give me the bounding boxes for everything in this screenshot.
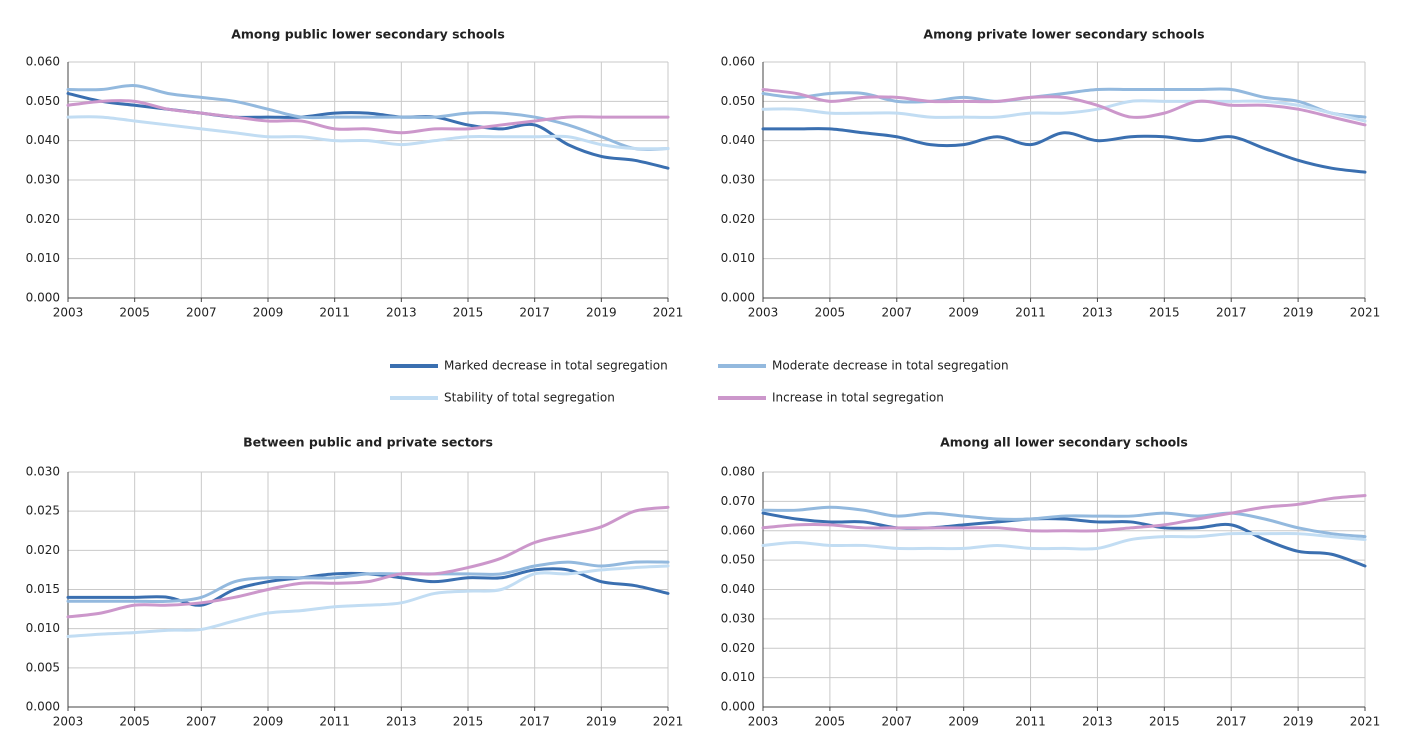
x-tick-label: 2005 bbox=[815, 715, 846, 729]
legend-item: Moderate decrease in total segregation bbox=[718, 359, 1009, 373]
x-tick-label: 2013 bbox=[1082, 306, 1113, 320]
x-tick-label: 2021 bbox=[653, 306, 684, 320]
series-line bbox=[66, 115, 670, 151]
y-tick-label: 0.000 bbox=[721, 700, 755, 714]
x-tick-label: 2021 bbox=[653, 715, 684, 729]
series-line bbox=[761, 127, 1367, 174]
x-tick-label: 2007 bbox=[186, 306, 217, 320]
x-tick-label: 2013 bbox=[1082, 715, 1113, 729]
y-tick-label: 0.060 bbox=[721, 55, 755, 69]
y-tick-label: 0.040 bbox=[26, 133, 60, 147]
series-line bbox=[66, 564, 670, 638]
series-line bbox=[761, 505, 1367, 539]
y-tick-label: 0.050 bbox=[721, 553, 755, 567]
x-tick-label: 2009 bbox=[948, 306, 979, 320]
chart-title: Among public lower secondary schools bbox=[231, 27, 505, 42]
y-tick-label: 0.050 bbox=[721, 94, 755, 108]
x-tick-label: 2005 bbox=[119, 306, 150, 320]
y-tick-label: 0.010 bbox=[721, 251, 755, 265]
y-tick-label: 0.020 bbox=[721, 641, 755, 655]
x-tick-label: 2017 bbox=[1216, 715, 1247, 729]
x-tick-label: 2015 bbox=[1149, 306, 1180, 320]
x-tick-label: 2015 bbox=[1149, 715, 1180, 729]
x-tick-label: 2013 bbox=[386, 715, 417, 729]
chart-title: Among private lower secondary schools bbox=[923, 27, 1204, 42]
y-tick-label: 0.020 bbox=[26, 543, 60, 557]
x-tick-label: 2009 bbox=[253, 306, 284, 320]
x-tick-label: 2015 bbox=[453, 715, 484, 729]
y-tick-label: 0.040 bbox=[721, 133, 755, 147]
y-tick-label: 0.060 bbox=[26, 55, 60, 69]
series-line bbox=[761, 88, 1367, 127]
series-line bbox=[761, 511, 1367, 568]
y-tick-label: 0.000 bbox=[26, 291, 60, 305]
series-line bbox=[66, 560, 670, 604]
y-tick-label: 0.025 bbox=[26, 504, 60, 518]
x-tick-label: 2003 bbox=[748, 306, 779, 320]
x-tick-label: 2017 bbox=[1216, 306, 1247, 320]
y-tick-label: 0.010 bbox=[26, 251, 60, 265]
legend-item: Marked decrease in total segregation bbox=[390, 359, 668, 373]
y-tick-label: 0.030 bbox=[721, 611, 755, 625]
x-tick-label: 2003 bbox=[748, 715, 779, 729]
x-tick-label: 2021 bbox=[1350, 306, 1381, 320]
x-tick-label: 2019 bbox=[1283, 306, 1314, 320]
y-tick-label: 0.060 bbox=[721, 523, 755, 537]
x-tick-label: 2019 bbox=[586, 306, 617, 320]
series-line bbox=[66, 84, 670, 151]
y-tick-label: 0.030 bbox=[26, 173, 60, 187]
series-line bbox=[761, 87, 1367, 119]
legend-item: Stability of total segregation bbox=[390, 391, 615, 405]
x-tick-label: 2007 bbox=[186, 715, 217, 729]
x-tick-label: 2017 bbox=[519, 306, 550, 320]
y-tick-label: 0.020 bbox=[26, 212, 60, 226]
legend-label: Marked decrease in total segregation bbox=[444, 359, 668, 373]
y-tick-label: 0.080 bbox=[721, 465, 755, 479]
legend-label: Stability of total segregation bbox=[444, 391, 615, 405]
x-tick-label: 2011 bbox=[1015, 306, 1046, 320]
x-tick-label: 2017 bbox=[519, 715, 550, 729]
series-line bbox=[761, 531, 1367, 551]
y-tick-label: 0.030 bbox=[26, 465, 60, 479]
series-line bbox=[761, 99, 1367, 123]
x-tick-label: 2019 bbox=[1283, 715, 1314, 729]
series-line bbox=[66, 505, 670, 619]
y-tick-label: 0.015 bbox=[26, 582, 60, 596]
x-tick-label: 2003 bbox=[53, 715, 84, 729]
y-tick-label: 0.005 bbox=[26, 660, 60, 674]
legend-item: Increase in total segregation bbox=[718, 391, 944, 405]
series-line bbox=[66, 99, 670, 135]
chart-title: Between public and private sectors bbox=[243, 435, 493, 450]
y-tick-label: 0.010 bbox=[721, 670, 755, 684]
x-tick-label: 2011 bbox=[319, 306, 350, 320]
x-tick-label: 2011 bbox=[319, 715, 350, 729]
x-tick-label: 2015 bbox=[453, 306, 484, 320]
y-tick-label: 0.000 bbox=[721, 291, 755, 305]
x-tick-label: 2011 bbox=[1015, 715, 1046, 729]
y-tick-label: 0.050 bbox=[26, 94, 60, 108]
y-tick-label: 0.020 bbox=[721, 212, 755, 226]
series-line bbox=[761, 494, 1367, 533]
x-tick-label: 2003 bbox=[53, 306, 84, 320]
y-tick-label: 0.070 bbox=[721, 494, 755, 508]
legend-label: Moderate decrease in total segregation bbox=[772, 359, 1009, 373]
x-tick-label: 2007 bbox=[882, 306, 913, 320]
y-tick-label: 0.000 bbox=[26, 700, 60, 714]
x-tick-label: 2013 bbox=[386, 306, 417, 320]
x-tick-label: 2005 bbox=[119, 715, 150, 729]
x-tick-label: 2009 bbox=[948, 715, 979, 729]
x-tick-label: 2021 bbox=[1350, 715, 1381, 729]
x-tick-label: 2007 bbox=[882, 715, 913, 729]
chart-title: Among all lower secondary schools bbox=[940, 435, 1188, 450]
x-tick-label: 2005 bbox=[815, 306, 846, 320]
y-tick-label: 0.010 bbox=[26, 621, 60, 635]
x-tick-label: 2019 bbox=[586, 715, 617, 729]
x-tick-label: 2009 bbox=[253, 715, 284, 729]
y-tick-label: 0.030 bbox=[721, 173, 755, 187]
y-tick-label: 0.040 bbox=[721, 582, 755, 596]
legend-label: Increase in total segregation bbox=[772, 391, 944, 405]
